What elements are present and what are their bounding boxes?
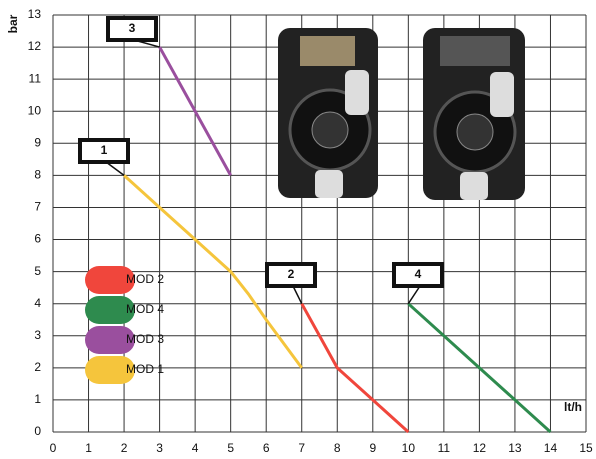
series-line [407, 302, 552, 434]
y-tick-label: 5 [34, 264, 41, 278]
y-tick-label: 10 [28, 103, 42, 117]
annotation-label: 4 [415, 267, 422, 281]
x-tick-label: 15 [579, 441, 593, 455]
y-tick-label: 4 [34, 296, 41, 310]
series-line [158, 46, 232, 177]
y-tick-label: 0 [34, 424, 41, 438]
annotation-arrow [105, 161, 125, 176]
series-line [300, 302, 410, 434]
x-tick-label: 9 [369, 441, 376, 455]
annotation: 4 [392, 262, 444, 305]
y-tick-label: 6 [34, 232, 41, 246]
y-tick-label: 12 [28, 39, 42, 53]
x-tick-label: 4 [192, 441, 199, 455]
annotation-label: 1 [101, 143, 108, 157]
annotation-box [106, 16, 158, 42]
x-tick-label: 6 [263, 441, 270, 455]
x-tick-label: 5 [227, 441, 234, 455]
annotation-box [265, 262, 317, 288]
x-tick-label: 12 [473, 441, 487, 455]
x-tick-label: 1 [85, 441, 92, 455]
annotation-arrow [407, 285, 421, 305]
y-tick-label: 13 [28, 7, 42, 21]
y-tick-label: 8 [34, 168, 41, 182]
legend-label: MOD 4 [126, 302, 164, 316]
y-axis-label: bar [6, 14, 20, 33]
annotation: 1 [78, 138, 130, 176]
annotation-box [392, 262, 444, 288]
pump-left [278, 28, 378, 198]
y-tick-label: 9 [34, 135, 41, 149]
legend-swatch [85, 266, 135, 294]
x-tick-label: 14 [544, 441, 558, 455]
y-tick-label: 7 [34, 200, 41, 214]
y-tick-label: 1 [34, 392, 41, 406]
y-tick-label: 2 [34, 360, 41, 374]
x-tick-label: 10 [402, 441, 416, 455]
x-axis-label: lt/h [564, 400, 582, 414]
x-tick-label: 2 [121, 441, 128, 455]
legend-label: MOD 3 [126, 332, 164, 346]
x-tick-label: 13 [508, 441, 522, 455]
pump-right [423, 28, 525, 200]
x-tick-label: 11 [438, 441, 451, 455]
legend-label: MOD 1 [126, 362, 164, 376]
legend-label: MOD 2 [126, 272, 164, 286]
x-tick-label: 3 [156, 441, 163, 455]
annotation-arrow [292, 285, 303, 305]
legend-swatch [85, 356, 135, 384]
annotation-label: 3 [129, 21, 136, 35]
series-line [123, 174, 303, 369]
legend-swatch [85, 296, 135, 324]
x-tick-label: 7 [298, 441, 305, 455]
annotation-box [78, 138, 130, 164]
x-tick-label: 8 [334, 441, 341, 455]
annotation: 3 [106, 16, 160, 48]
annotation: 2 [265, 262, 317, 305]
legend-swatch [85, 326, 135, 354]
annotation-label: 2 [288, 267, 295, 281]
y-tick-label: 11 [29, 71, 42, 85]
x-tick-label: 0 [50, 441, 57, 455]
y-tick-label: 3 [34, 328, 41, 342]
